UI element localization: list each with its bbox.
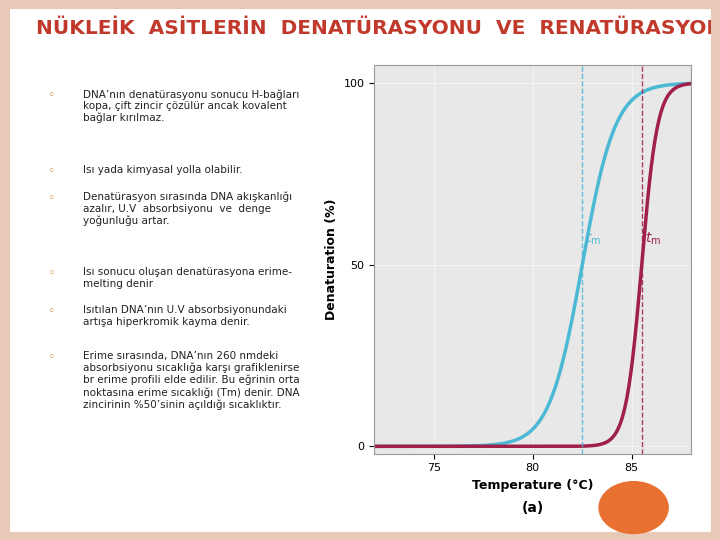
Text: Isı sonucu oluşan denatürasyona erime-
melting denir: Isı sonucu oluşan denatürasyona erime- m… <box>83 267 292 289</box>
Text: $t_{\rm m}$: $t_{\rm m}$ <box>585 231 601 247</box>
Circle shape <box>599 482 668 534</box>
Text: Isıtılan DNA’nın U.V absorbsiyonundaki
artışa hiperkromik kayma denir.: Isıtılan DNA’nın U.V absorbsiyonundaki a… <box>83 305 287 327</box>
X-axis label: Temperature (°C): Temperature (°C) <box>472 479 593 492</box>
Y-axis label: Denaturation (%): Denaturation (%) <box>325 199 338 320</box>
Text: ◦: ◦ <box>47 305 54 318</box>
Text: ◦: ◦ <box>47 165 54 178</box>
Text: $t_{\rm m}$: $t_{\rm m}$ <box>644 231 661 247</box>
Text: Denatürasyon sırasında DNA akışkanlığı
azalır, U.V  absorbsiyonu  ve  denge
yoğu: Denatürasyon sırasında DNA akışkanlığı a… <box>83 192 292 226</box>
Text: NÜKLEİK  ASİTLERİN  DENATÜRASYONU  VE  RENATÜRASYONU: NÜKLEİK ASİTLERİN DENATÜRASYONU VE RENAT… <box>36 19 720 38</box>
Text: ◦: ◦ <box>47 89 54 102</box>
Text: ◦: ◦ <box>47 192 54 205</box>
Text: ◦: ◦ <box>47 351 54 364</box>
Text: ◦: ◦ <box>47 267 54 280</box>
Text: DNA’nın denatürasyonu sonucu H-bağları
kopa, çift zincir çözülür ancak kovalent
: DNA’nın denatürasyonu sonucu H-bağları k… <box>83 89 300 124</box>
Text: Isı yada kimyasal yolla olabilir.: Isı yada kimyasal yolla olabilir. <box>83 165 243 175</box>
Text: Erime sırasında, DNA’nın 260 nmdeki
absorbsiyonu sıcaklığa karşı grafiklenirse
b: Erime sırasında, DNA’nın 260 nmdeki abso… <box>83 351 300 410</box>
Text: (a): (a) <box>522 501 544 515</box>
